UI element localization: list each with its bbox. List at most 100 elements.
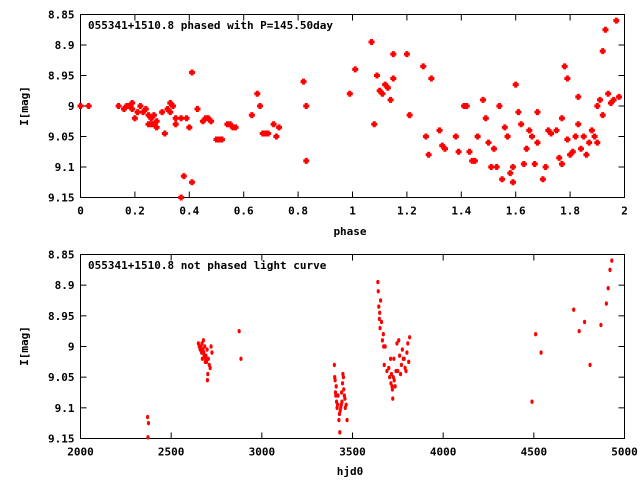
x-tick-label: 0.2 — [125, 205, 145, 218]
data-point — [542, 164, 549, 170]
y-tick-label: 9.1 — [55, 402, 75, 415]
data-point — [340, 381, 345, 386]
data-point — [583, 151, 590, 158]
data-point — [425, 151, 432, 158]
data-point — [342, 387, 346, 392]
x-tick-label: 4000 — [430, 446, 457, 459]
data-point — [376, 289, 380, 294]
data-point — [142, 106, 149, 113]
phased-light-curve-panel: 055341+1510.8 phased with P=145.50day ph… — [18, 9, 628, 239]
data-point — [378, 310, 382, 315]
data-point — [273, 133, 280, 140]
data-point — [85, 103, 92, 109]
data-point — [604, 301, 608, 306]
x-tick-label: 1 — [349, 205, 356, 218]
data-point — [248, 112, 255, 119]
data-point — [599, 112, 606, 119]
y-tick-label: 9 — [68, 341, 75, 354]
data-point — [265, 130, 272, 137]
data-point — [474, 133, 481, 140]
data-point — [115, 103, 122, 109]
data-point — [482, 115, 489, 122]
data-point — [507, 170, 514, 177]
data-point — [610, 258, 614, 263]
data-point — [208, 118, 215, 125]
y-tick-label: 9.15 — [48, 433, 75, 446]
data-point — [336, 393, 340, 398]
data-point — [387, 365, 391, 371]
data-point — [580, 133, 587, 140]
data-point — [178, 115, 185, 122]
y-tick-label: 8.9 — [55, 39, 75, 52]
data-point — [539, 176, 546, 183]
data-point — [518, 121, 525, 128]
data-point — [77, 103, 84, 109]
x-tick-label: 5000 — [611, 446, 638, 459]
data-point — [385, 368, 389, 374]
data-point — [534, 139, 541, 146]
data-point — [605, 90, 612, 97]
y-tick-label: 9 — [68, 100, 75, 113]
data-point — [332, 362, 336, 368]
data-point — [161, 130, 168, 137]
y-axis-label: I[mag] — [18, 86, 31, 126]
data-point — [373, 72, 380, 79]
data-point — [232, 124, 239, 131]
data-points — [145, 258, 614, 440]
data-point — [572, 133, 579, 140]
data-point — [380, 338, 385, 343]
x-tick-label: 1.8 — [560, 205, 580, 218]
data-point — [153, 124, 160, 131]
data-point — [379, 298, 383, 303]
plot-frame — [80, 254, 625, 439]
data-point — [341, 374, 346, 380]
data-point — [490, 145, 497, 152]
data-point — [204, 359, 209, 365]
data-point — [218, 136, 225, 143]
data-point — [398, 353, 402, 358]
data-point — [577, 328, 581, 334]
y-ticks: 8.85 8.9 8.95 9 9.05 9.1 9.15 — [48, 9, 625, 205]
data-point — [194, 106, 201, 113]
data-point — [583, 319, 587, 325]
data-point — [205, 347, 209, 352]
x-tick-label: 3500 — [339, 446, 366, 459]
data-point — [200, 356, 204, 361]
data-point — [526, 127, 533, 134]
data-point — [337, 417, 341, 423]
y-tick-label: 9.1 — [55, 161, 75, 174]
data-point — [400, 347, 404, 352]
data-point — [407, 359, 411, 365]
data-point — [388, 356, 393, 361]
data-point — [391, 396, 395, 401]
data-point — [346, 90, 353, 97]
data-point — [189, 69, 196, 76]
x-tick-label: 1.4 — [451, 205, 471, 218]
data-point — [131, 115, 138, 122]
y-tick-label: 8.85 — [48, 249, 75, 262]
data-point — [340, 399, 344, 404]
data-point — [406, 341, 410, 346]
data-point — [146, 435, 150, 440]
data-point — [586, 139, 593, 146]
y-tick-label: 8.95 — [48, 310, 75, 323]
data-point — [169, 103, 176, 109]
data-point — [569, 148, 576, 155]
unphased-light-curve-panel: 055341+1510.8 not phased light curve hjd… — [18, 249, 638, 479]
data-point — [204, 353, 208, 358]
data-point — [591, 133, 598, 140]
data-point — [534, 332, 538, 337]
data-point — [613, 17, 620, 24]
x-tick-label: 0.6 — [234, 205, 254, 218]
data-point — [428, 75, 435, 82]
x-tick-label: 0 — [77, 205, 84, 218]
data-point — [134, 109, 141, 116]
data-point — [389, 371, 394, 377]
data-point — [471, 157, 478, 164]
data-point — [548, 130, 555, 137]
plot-title: 055341+1510.8 phased with P=145.50day — [88, 19, 333, 32]
data-point — [390, 51, 397, 58]
data-point — [203, 344, 207, 349]
x-tick-label: 3000 — [249, 446, 276, 459]
